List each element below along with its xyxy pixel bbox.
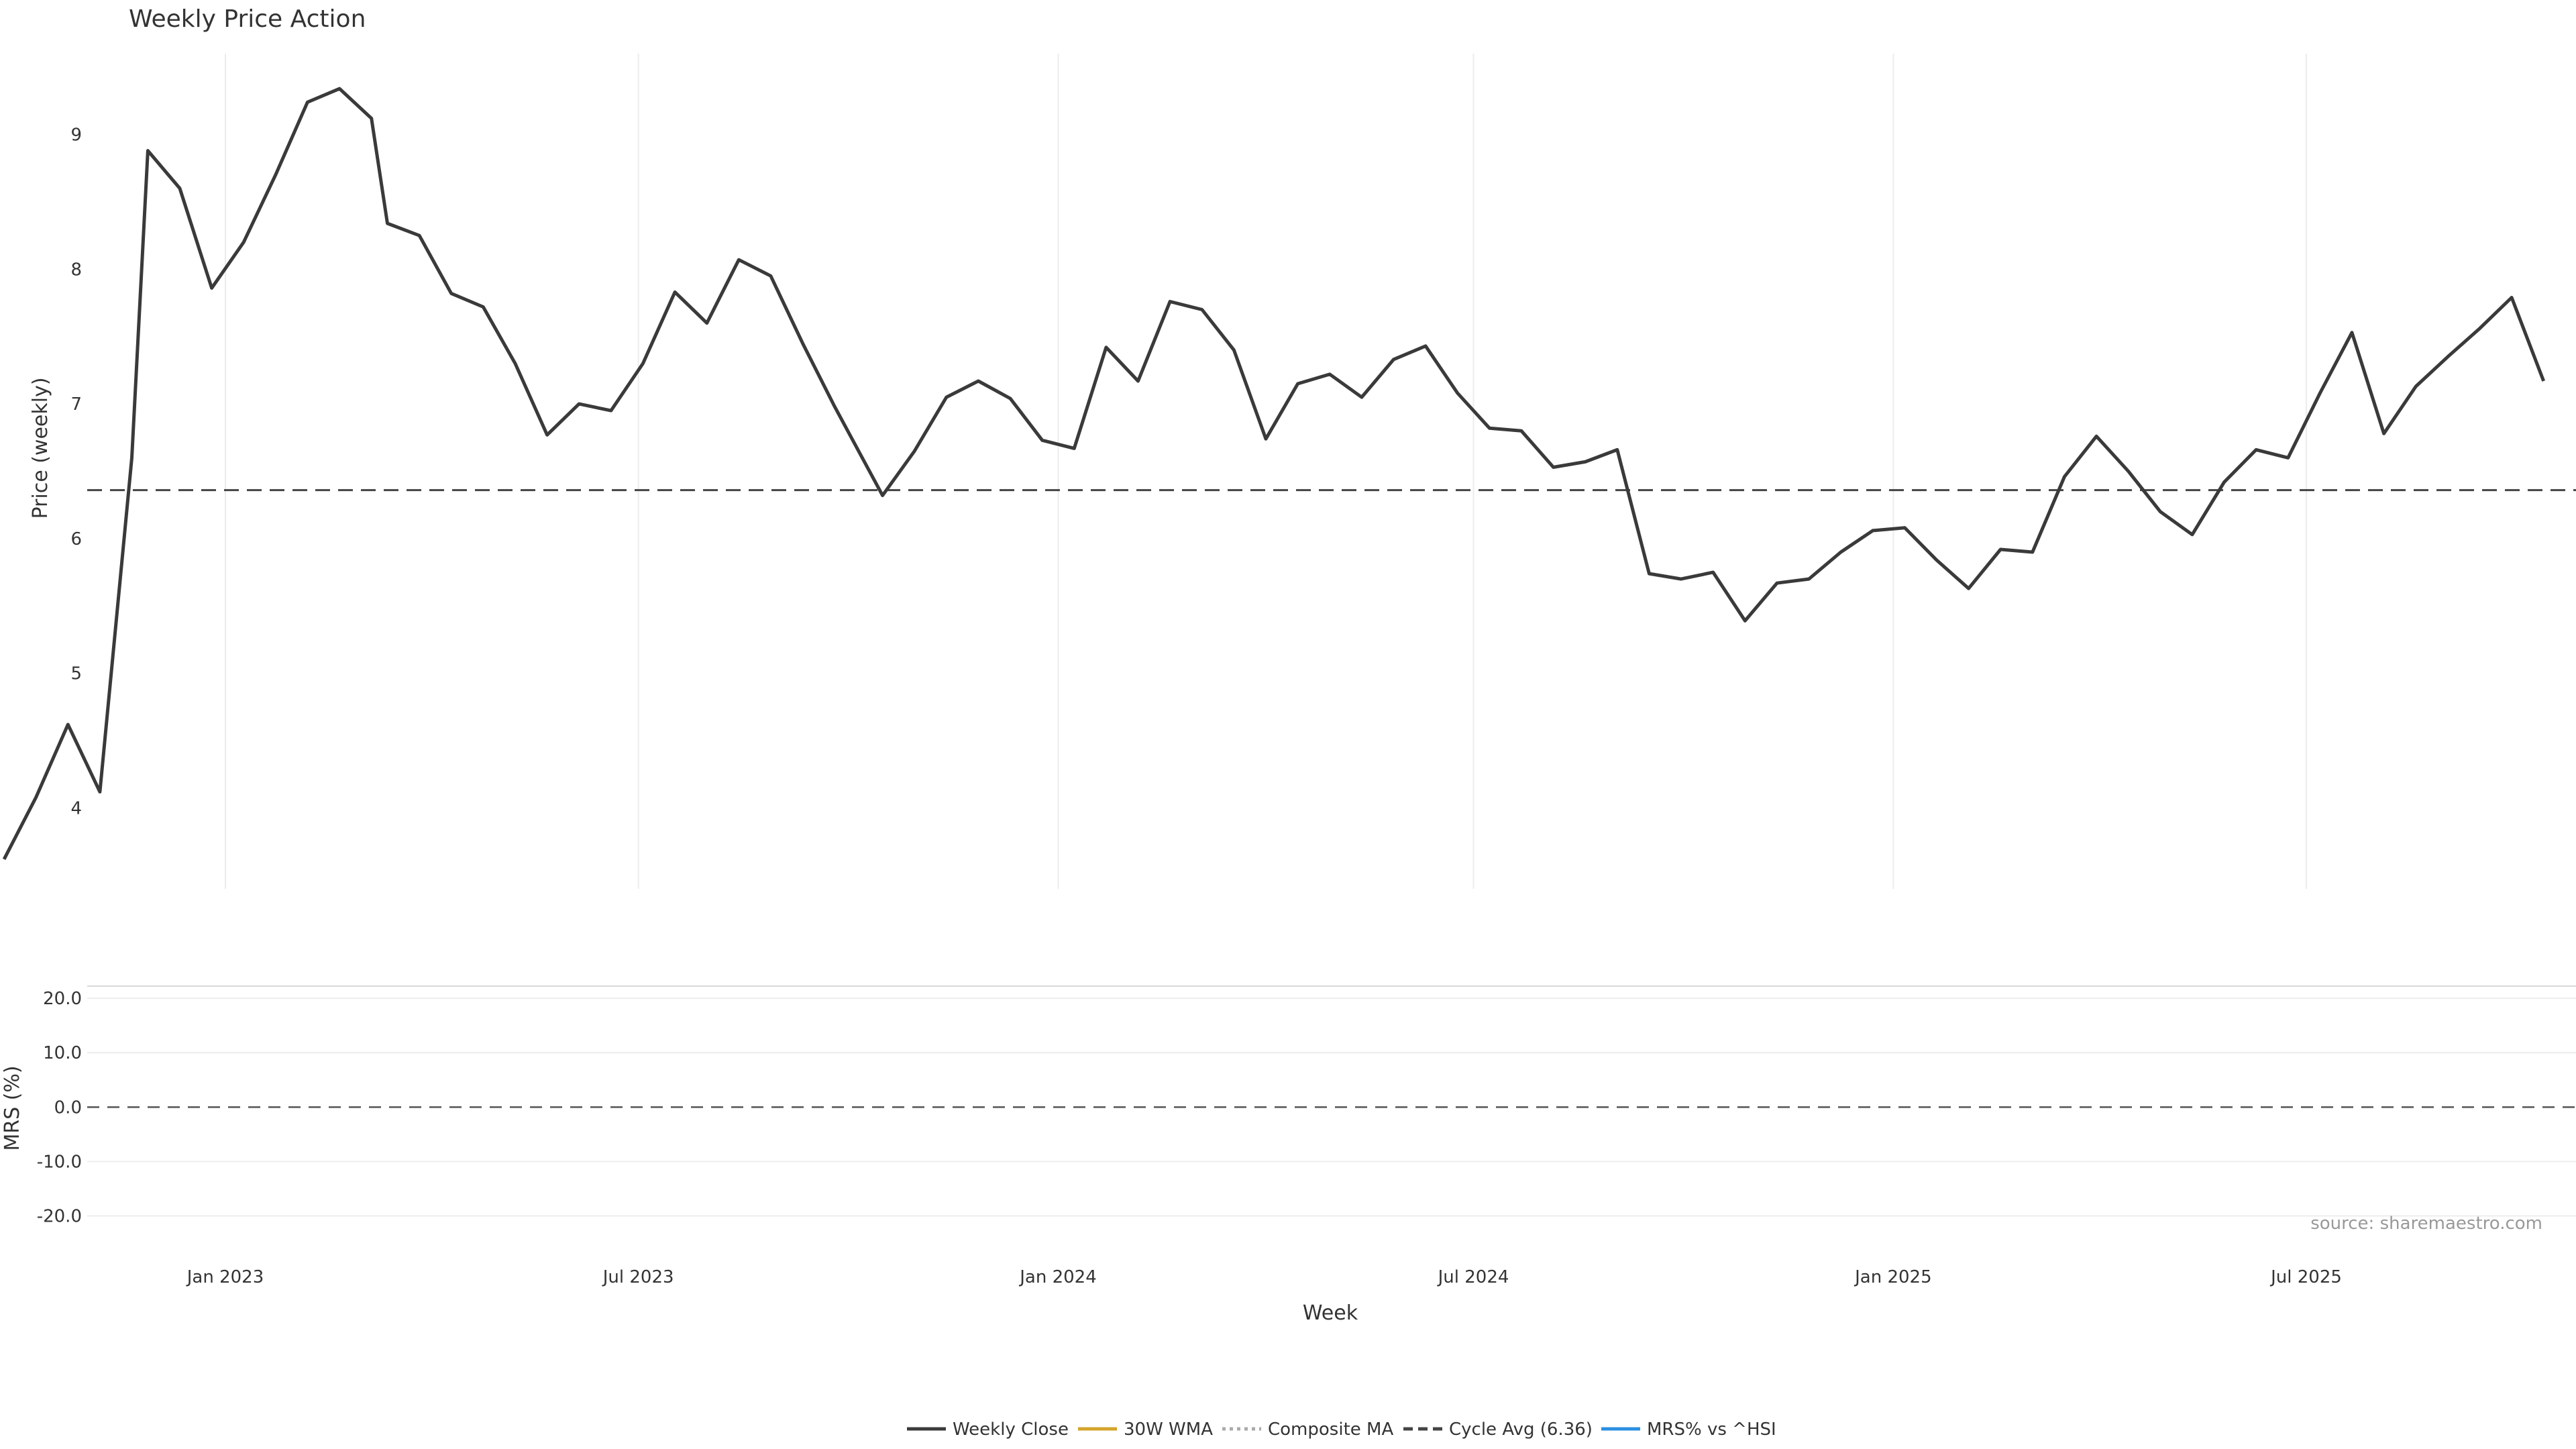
legend-label: MRS% vs ^HSI [1647, 1419, 1776, 1440]
x-tick-label: Jul 2023 [602, 1267, 674, 1287]
price-y-tick-label: 8 [70, 260, 82, 280]
legend: Weekly Close 30W WMA Composite MA Cycle Avg… [907, 1419, 1776, 1440]
x-tick-label: Jan 2024 [1018, 1267, 1097, 1287]
series-weekly-close [2, 87, 2546, 860]
mrs-y-tick-label: -20.0 [37, 1207, 82, 1227]
x-tick-label: Jan 2025 [1854, 1267, 1932, 1287]
price-y-tick-label: 4 [70, 799, 82, 819]
mrs-y-tick-label: 10.0 [43, 1043, 82, 1063]
mrs-gridlines [87, 998, 2576, 1217]
price-y-tick-label: 7 [70, 394, 82, 415]
mrs-y-axis-title: MRS (%) [1, 1065, 24, 1150]
legend-label: 30W WMA [1124, 1419, 1213, 1440]
legend-label: Cycle Avg (6.36) [1449, 1419, 1593, 1440]
mrs-y-tick-label: -10.0 [37, 1152, 82, 1172]
price-y-axis-title: Price (weekly) [29, 377, 52, 519]
x-tick-label: Jul 2024 [1437, 1267, 1509, 1287]
price-series [2, 87, 2546, 860]
x-tick-label: Jul 2025 [2269, 1267, 2342, 1287]
mrs-y-ticks: -20.0 -10.0 0.0 10.0 20.0 [37, 989, 82, 1226]
x-tick-label: Jan 2023 [186, 1267, 264, 1287]
mrs-y-tick-label: 20.0 [43, 989, 82, 1009]
price-y-tick-label: 5 [70, 664, 82, 684]
chart-title: Weekly Price Action [129, 5, 366, 33]
price-y-ticks: 4 5 6 7 8 9 [70, 125, 82, 818]
price-y-tick-label: 6 [70, 529, 82, 549]
price-gridlines [225, 54, 2307, 889]
mrs-y-tick-label: 0.0 [54, 1097, 82, 1118]
legend-label: Composite MA [1268, 1419, 1393, 1440]
legend-label: Weekly Close [953, 1419, 1069, 1440]
source-annotation: source: sharemaestro.com [2310, 1214, 2542, 1234]
price-y-tick-label: 9 [70, 125, 82, 145]
x-axis-title: Week [1303, 1301, 1358, 1325]
x-axis-ticks: Jan 2023 Jul 2023 Jan 2024 Jul 2024 Jan 2025… [186, 1267, 2342, 1287]
